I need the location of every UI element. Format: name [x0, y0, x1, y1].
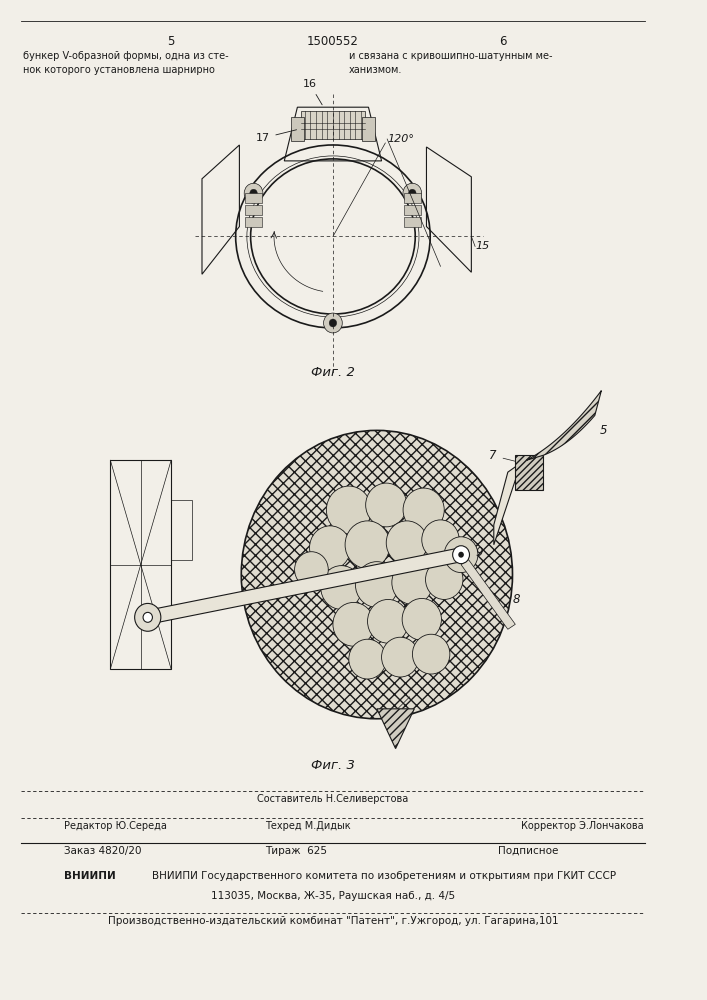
Text: 8: 8: [513, 593, 520, 606]
Bar: [404, 205, 421, 215]
Text: Заказ 4820/20: Заказ 4820/20: [64, 846, 141, 856]
Circle shape: [366, 483, 407, 527]
Circle shape: [329, 319, 337, 327]
Text: 7: 7: [489, 449, 496, 462]
Ellipse shape: [241, 430, 513, 719]
Bar: [291, 117, 304, 141]
Circle shape: [250, 189, 257, 197]
Circle shape: [382, 637, 419, 677]
Text: ВНИИПИ: ВНИИПИ: [64, 871, 115, 881]
Circle shape: [458, 552, 464, 558]
Text: 113035, Москва, Ж-35, Раушская наб., д. 4/5: 113035, Москва, Ж-35, Раушская наб., д. …: [211, 891, 455, 901]
Text: Техред М.Дидык: Техред М.Дидык: [264, 821, 350, 831]
Circle shape: [333, 602, 374, 646]
Text: 120°: 120°: [387, 134, 414, 144]
Bar: [245, 205, 262, 215]
Polygon shape: [377, 709, 414, 749]
Text: бункер V-образной формы, одна из сте-
нок которого установлена шарнирно: бункер V-образной формы, одна из сте- но…: [23, 51, 229, 75]
Circle shape: [402, 598, 441, 640]
Circle shape: [403, 183, 421, 203]
Bar: [404, 193, 421, 203]
Circle shape: [356, 562, 399, 607]
Circle shape: [345, 521, 390, 569]
Text: Фиг. 3: Фиг. 3: [311, 759, 355, 772]
Text: ВНИИПИ Государственного комитета по изобретениям и открытиям при ГКИТ СССР: ВНИИПИ Государственного комитета по изоб…: [153, 871, 617, 881]
Circle shape: [392, 561, 433, 604]
Circle shape: [409, 189, 416, 197]
Circle shape: [321, 566, 362, 609]
Text: 16: 16: [303, 79, 322, 105]
Circle shape: [327, 486, 371, 534]
Circle shape: [444, 537, 478, 573]
Polygon shape: [146, 548, 462, 624]
Bar: [110, 460, 171, 669]
Circle shape: [244, 183, 263, 203]
Circle shape: [368, 599, 409, 643]
Circle shape: [403, 488, 444, 532]
Text: 17: 17: [256, 130, 296, 143]
Text: Корректор Э.Лончакова: Корректор Э.Лончакова: [521, 821, 643, 831]
Bar: [245, 217, 262, 227]
Circle shape: [143, 612, 153, 622]
Text: Редактор Ю.Середа: Редактор Ю.Середа: [64, 821, 166, 831]
Text: 5: 5: [600, 424, 607, 437]
Bar: [362, 117, 375, 141]
Text: Тираж  625: Тираж 625: [264, 846, 327, 856]
Bar: [515, 455, 544, 490]
Circle shape: [295, 552, 328, 588]
Text: 9: 9: [475, 546, 483, 559]
Circle shape: [310, 526, 351, 570]
Circle shape: [412, 634, 450, 674]
Bar: [301, 111, 365, 139]
Polygon shape: [527, 391, 602, 460]
Circle shape: [426, 560, 463, 599]
Text: 7: 7: [387, 714, 395, 727]
Text: 1500552: 1500552: [307, 35, 359, 48]
Bar: [404, 217, 421, 227]
Circle shape: [349, 639, 386, 679]
Circle shape: [134, 603, 160, 631]
Polygon shape: [461, 560, 515, 629]
Circle shape: [422, 520, 459, 560]
Text: Фиг. 2: Фиг. 2: [311, 366, 355, 379]
Bar: [245, 193, 262, 203]
Circle shape: [386, 521, 428, 565]
Text: Составитель Н.Селиверстова: Составитель Н.Селиверстова: [257, 794, 409, 804]
Text: 5: 5: [168, 35, 175, 48]
Circle shape: [324, 313, 342, 333]
Text: Подписное: Подписное: [498, 846, 559, 856]
Bar: [171, 500, 192, 560]
Text: 6: 6: [499, 35, 507, 48]
Text: Производственно-издательский комбинат "Патент", г.Ужгород, ул. Гагарина,101: Производственно-издательский комбинат "П…: [107, 916, 559, 926]
Text: и связана с кривошипно-шатунным ме-
ханизмом.: и связана с кривошипно-шатунным ме- хани…: [349, 51, 552, 75]
Polygon shape: [493, 462, 527, 545]
Circle shape: [452, 546, 469, 564]
Text: 15: 15: [475, 241, 489, 251]
